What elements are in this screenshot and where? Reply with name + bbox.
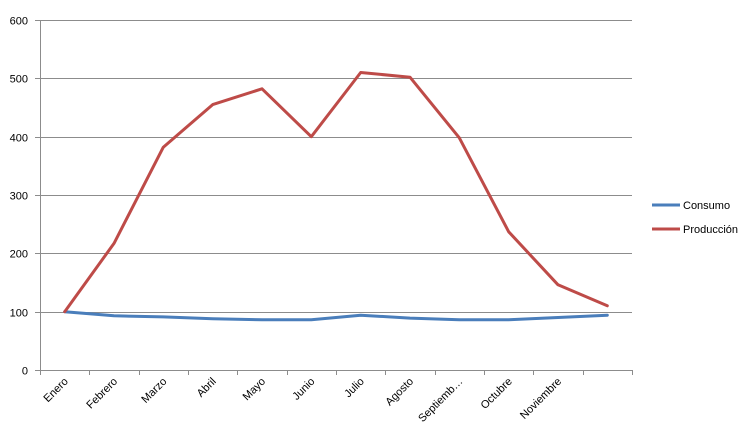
y-tick-labels: 0 100 200 300 400 500 600 xyxy=(10,16,28,378)
y-tick-label: 500 xyxy=(10,74,28,86)
y-tick-label: 100 xyxy=(10,308,28,320)
series-lines xyxy=(63,71,609,322)
series-line-consumo xyxy=(63,310,609,322)
x-tick-label: Mayo xyxy=(241,376,269,404)
x-tick-label: Enero xyxy=(42,376,71,405)
x-tick-label: Agosto xyxy=(383,376,416,409)
axes xyxy=(35,20,633,375)
x-tick-label: Marzo xyxy=(139,376,169,406)
y-tick-label: 300 xyxy=(10,191,28,203)
x-tick-labels: Enero Febrero Marzo Abril Mayo Junio Julio Agos… xyxy=(42,376,565,425)
x-tick-label: Febrero xyxy=(84,376,120,412)
legend: Consumo Producción xyxy=(652,200,738,236)
legend-label: Producción xyxy=(683,224,738,236)
series-line-produccin xyxy=(63,71,609,314)
y-tick-label: 600 xyxy=(10,16,28,28)
x-tick-label: Noviembre xyxy=(518,376,564,422)
x-tick-label: Junio xyxy=(290,376,317,403)
y-tick-label: 400 xyxy=(10,133,28,145)
x-tick-label: Julio xyxy=(342,376,366,400)
y-tick-label: 0 xyxy=(22,366,28,378)
x-tick-label: Septiemb… xyxy=(416,376,465,425)
x-tick-label: Octubre xyxy=(479,376,515,412)
legend-label: Consumo xyxy=(683,200,730,212)
y-tick-label: 200 xyxy=(10,249,28,261)
x-tick-label: Abril xyxy=(195,376,219,400)
